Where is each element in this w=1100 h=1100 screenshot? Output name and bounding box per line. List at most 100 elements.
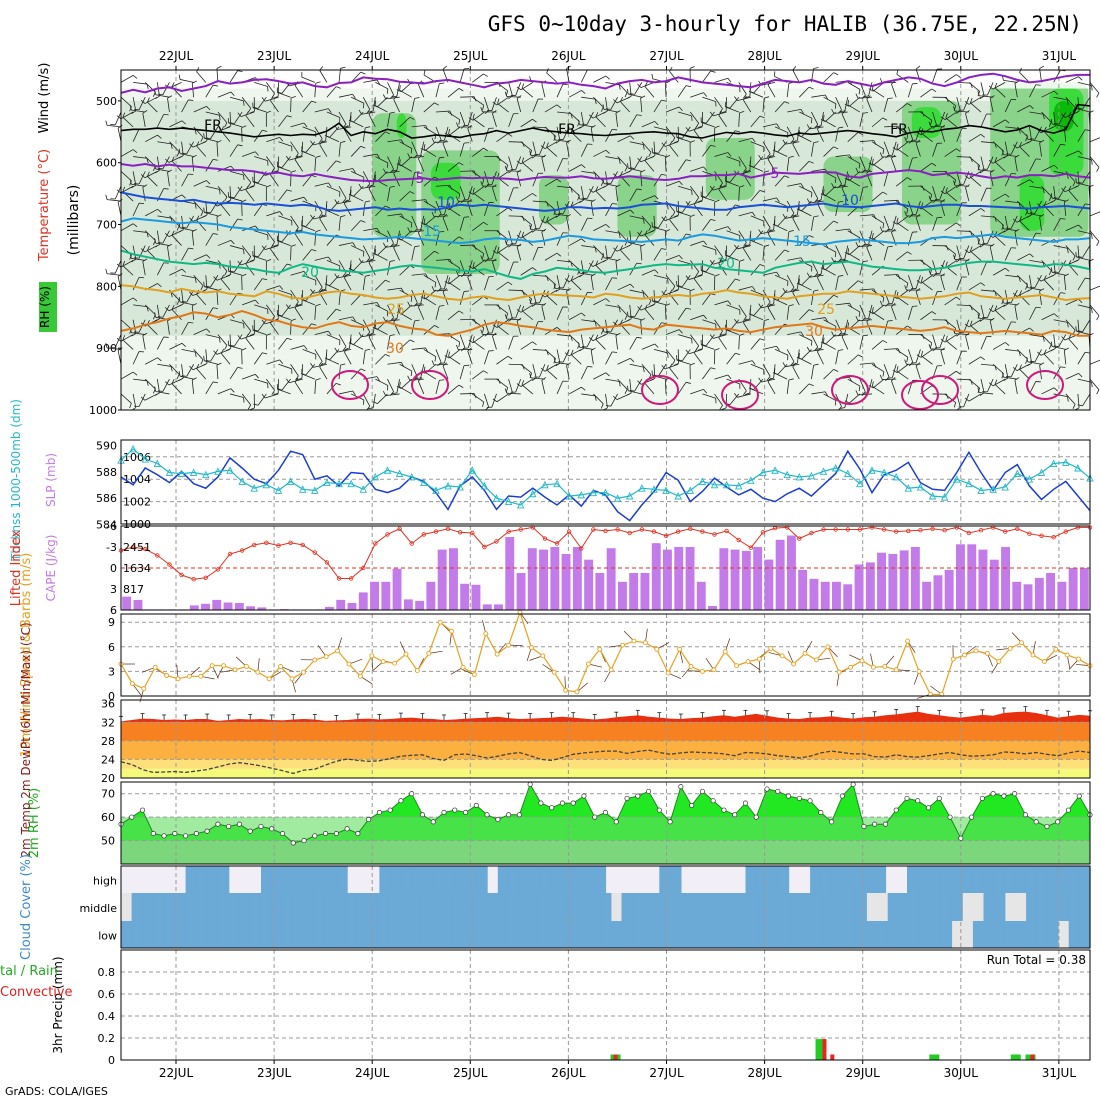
wind-barb xyxy=(944,74,957,83)
wind-barb xyxy=(566,216,570,231)
wind-barb-flag xyxy=(579,199,584,203)
wind-barb-flag xyxy=(906,134,909,140)
lifted-index-point xyxy=(1003,529,1008,534)
cape-bar xyxy=(1012,581,1022,610)
wind-speed-point xyxy=(962,652,968,658)
wind-barb xyxy=(329,274,340,286)
wind-barb-flag xyxy=(467,347,472,352)
wind-barb-flag xyxy=(940,199,946,203)
wind-barb xyxy=(344,351,352,365)
wind-barb xyxy=(980,363,995,366)
wind-barb-flag xyxy=(863,95,869,97)
cloud-cell-middle xyxy=(951,893,963,921)
wind-barb xyxy=(132,351,140,365)
wind-barb xyxy=(652,152,667,157)
wind-barb xyxy=(1077,393,1080,408)
wind-barb xyxy=(399,363,413,372)
lifted-index-point xyxy=(494,539,499,544)
wind-barb xyxy=(329,126,340,138)
wind-barb xyxy=(1039,216,1042,231)
wind-barb xyxy=(820,334,824,349)
wind-barb-flag xyxy=(540,219,546,224)
wind-barb xyxy=(368,336,376,350)
wind-barb xyxy=(664,157,667,172)
wind-barb xyxy=(186,141,195,155)
lifted-index-point xyxy=(445,526,451,531)
wind-barb xyxy=(980,82,985,97)
wind-barb xyxy=(169,342,183,350)
wind-barb xyxy=(725,255,739,261)
wind-barb xyxy=(593,75,607,83)
wind-barb-flag xyxy=(709,185,714,191)
wind-barb xyxy=(1064,185,1079,193)
wind-barb-flag xyxy=(164,307,170,312)
wind-barb-flag xyxy=(868,88,874,92)
cloud-cell-high xyxy=(314,866,327,893)
wind-barb-flag xyxy=(382,391,387,396)
precip-convective-bar xyxy=(822,1039,827,1060)
wind-barb-flag xyxy=(393,318,398,323)
wind-barb-flag xyxy=(689,214,695,218)
lifted-index-point xyxy=(797,536,802,541)
wind-barb xyxy=(641,195,655,202)
wind-barb-flag xyxy=(507,133,513,137)
wind-barb xyxy=(915,68,921,83)
wind-speed-point xyxy=(996,659,1002,665)
wind-barb-flag xyxy=(792,288,797,293)
wind-barb xyxy=(777,363,788,375)
wind-barb xyxy=(907,275,914,289)
wind-barb xyxy=(217,388,232,395)
wind-barb-flag xyxy=(721,259,727,262)
wind-barb xyxy=(750,115,761,128)
pressure-tick-label: 500 xyxy=(96,95,117,108)
wind-barb-flag xyxy=(834,177,837,183)
wind-barb xyxy=(252,329,267,335)
wind-barb xyxy=(665,349,676,361)
cloud-cell-low xyxy=(152,921,165,948)
wind-barb-flag xyxy=(636,188,642,191)
wind-barb xyxy=(270,322,279,335)
wind-barb-flag xyxy=(965,110,970,114)
wind-barb-flag xyxy=(142,258,148,262)
wind-barb xyxy=(610,97,618,110)
wind-barb xyxy=(1053,393,1068,397)
wind-barb xyxy=(702,96,716,102)
wind-barb xyxy=(883,289,890,304)
wind-barb-flag xyxy=(1064,199,1069,203)
wind-barb-flag xyxy=(953,254,956,260)
temperature-band xyxy=(121,768,1090,778)
wind-barb xyxy=(944,296,957,306)
wind-barb-flag xyxy=(863,318,869,320)
cloud-cell-middle xyxy=(227,893,239,921)
wind-barb-flag xyxy=(468,117,474,121)
wind-barb xyxy=(847,378,861,387)
wind-barb xyxy=(520,341,533,350)
wind-barb-flag xyxy=(637,83,642,88)
wind-barb-flag xyxy=(882,371,885,377)
wind-barb xyxy=(847,206,859,217)
cloud-cell-low xyxy=(696,921,708,948)
wind-barb xyxy=(467,350,473,365)
cloud-cell-middle xyxy=(759,893,772,921)
cape-bar xyxy=(325,606,334,610)
wind-barb-flag xyxy=(703,314,708,320)
cloud-cell-middle xyxy=(1068,893,1080,921)
wind-barb-flag xyxy=(253,329,259,332)
thickness-point xyxy=(335,479,343,488)
wind-barb xyxy=(496,304,508,314)
wind-barb-flag xyxy=(581,312,586,317)
wind-barb xyxy=(891,83,897,98)
wind-barb xyxy=(644,308,655,321)
cape-bar xyxy=(865,562,875,610)
wind-barb xyxy=(884,125,899,128)
wind-barb-flag xyxy=(328,330,332,336)
wind-barb xyxy=(605,277,613,291)
wind-barb xyxy=(891,380,897,395)
wind-barb-flag xyxy=(342,272,347,277)
wind-barb xyxy=(847,280,859,291)
ylabel-millibars: (millibars) xyxy=(66,185,82,256)
wind-barb-flag xyxy=(871,381,874,387)
wind-barb-flag xyxy=(171,82,175,88)
wind-barb-flag xyxy=(420,222,426,226)
wind-speed-point xyxy=(768,645,774,651)
